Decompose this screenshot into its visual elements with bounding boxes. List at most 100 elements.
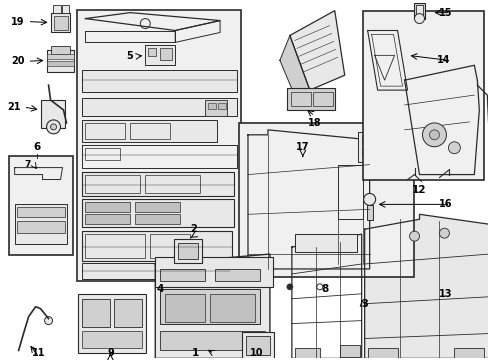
Polygon shape — [15, 168, 62, 180]
Bar — [52, 5, 61, 13]
Text: 4: 4 — [156, 284, 163, 294]
Circle shape — [46, 120, 61, 134]
Bar — [135, 214, 180, 224]
Text: 13: 13 — [438, 289, 451, 299]
Polygon shape — [85, 13, 220, 31]
Bar — [210, 294, 254, 321]
Polygon shape — [329, 165, 369, 259]
Text: 6: 6 — [33, 142, 40, 152]
Bar — [85, 234, 145, 258]
Bar — [41, 100, 64, 128]
Bar — [286, 88, 334, 110]
Bar — [50, 13, 70, 32]
Bar — [148, 48, 156, 56]
Polygon shape — [374, 55, 394, 80]
Bar — [85, 175, 140, 193]
Bar — [286, 161, 294, 168]
Polygon shape — [247, 130, 369, 269]
Circle shape — [447, 142, 459, 154]
Bar — [204, 100, 226, 116]
Bar — [17, 221, 64, 233]
Text: 10: 10 — [250, 348, 263, 358]
Bar — [165, 294, 204, 321]
Bar — [82, 299, 110, 327]
Bar — [337, 165, 362, 219]
Bar — [135, 202, 180, 212]
Text: 3: 3 — [361, 299, 367, 309]
Bar — [82, 70, 237, 92]
Polygon shape — [271, 165, 339, 259]
Polygon shape — [175, 21, 220, 42]
Bar — [145, 45, 175, 65]
Bar — [46, 50, 74, 72]
Bar — [366, 205, 372, 220]
Text: 14: 14 — [436, 55, 449, 65]
Bar — [357, 132, 387, 162]
Bar — [78, 294, 146, 354]
Circle shape — [414, 14, 424, 23]
Polygon shape — [155, 254, 269, 358]
Text: 21: 21 — [7, 102, 20, 112]
Polygon shape — [289, 11, 344, 90]
Bar — [82, 98, 237, 116]
Bar — [283, 158, 322, 172]
Bar — [218, 103, 225, 109]
Text: 18: 18 — [307, 118, 321, 128]
Text: 20: 20 — [11, 56, 24, 66]
Bar — [242, 332, 273, 359]
Bar — [215, 269, 260, 281]
Text: 8: 8 — [321, 284, 328, 294]
Text: 1: 1 — [191, 348, 198, 358]
Bar — [82, 330, 142, 348]
Polygon shape — [82, 145, 237, 168]
Bar — [160, 289, 260, 324]
Circle shape — [50, 124, 57, 130]
Bar — [294, 348, 319, 360]
Polygon shape — [404, 65, 478, 175]
Circle shape — [428, 130, 439, 140]
Bar — [9, 156, 73, 255]
Bar — [85, 214, 130, 224]
Bar — [82, 172, 234, 197]
Text: 11: 11 — [32, 348, 45, 358]
Bar — [160, 269, 204, 281]
Bar — [245, 336, 269, 355]
Bar — [82, 120, 217, 142]
Text: 2: 2 — [189, 224, 196, 234]
Bar — [174, 239, 202, 263]
Bar — [53, 15, 67, 30]
Bar — [361, 136, 371, 144]
Polygon shape — [85, 31, 175, 42]
Text: 12: 12 — [411, 185, 426, 195]
Bar — [362, 11, 483, 180]
Bar — [114, 299, 142, 327]
Bar — [361, 148, 371, 156]
Bar — [85, 123, 125, 139]
Bar — [453, 348, 483, 358]
Text: 15: 15 — [438, 8, 451, 18]
Circle shape — [439, 228, 448, 238]
Bar — [178, 243, 198, 259]
Bar — [61, 5, 69, 13]
Bar — [130, 123, 170, 139]
Bar — [82, 231, 232, 261]
Bar — [160, 330, 264, 350]
Text: 16: 16 — [438, 199, 451, 210]
Circle shape — [422, 123, 446, 147]
Bar — [15, 204, 66, 244]
Bar — [415, 5, 423, 17]
Bar — [85, 202, 130, 212]
Text: 17: 17 — [295, 142, 309, 152]
Bar — [17, 207, 64, 217]
Bar — [312, 92, 332, 106]
Bar — [150, 234, 190, 258]
Text: 7: 7 — [24, 160, 31, 169]
Polygon shape — [364, 214, 488, 358]
Bar — [82, 263, 229, 279]
Bar — [46, 54, 74, 59]
Bar — [145, 175, 200, 193]
Bar — [290, 92, 310, 106]
Bar — [239, 123, 413, 277]
Bar — [208, 103, 216, 109]
Bar — [160, 48, 172, 60]
